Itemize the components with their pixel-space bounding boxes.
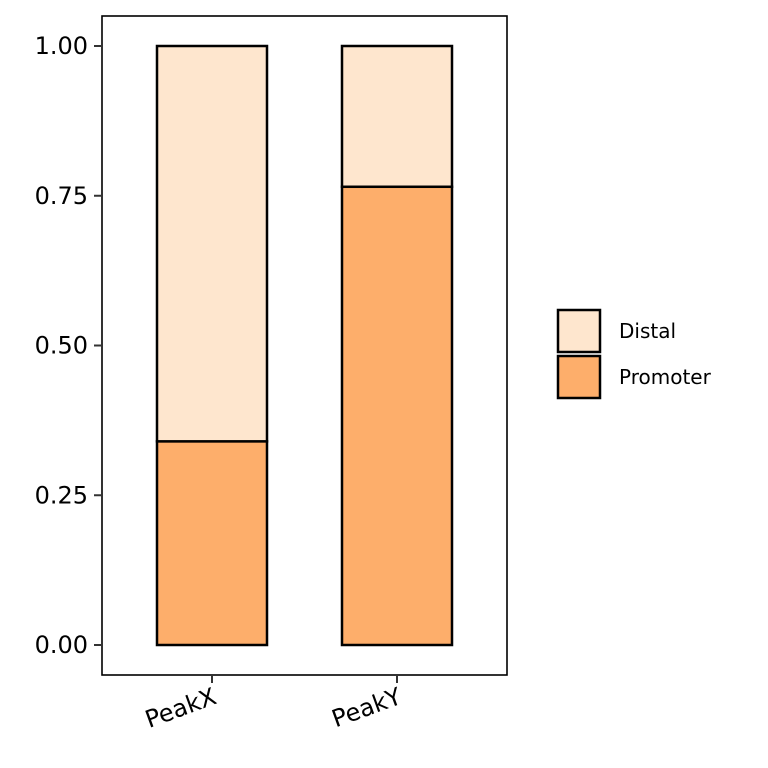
legend-key-promoter [556,354,602,400]
y-tick-label: 0.75 [35,182,88,210]
y-tick-label: 0.50 [35,332,88,360]
legend-key-distal [556,308,602,354]
bar-peaky-distal [340,44,454,189]
legend: Distal Promoter [556,308,712,400]
bar-peakx-promoter [155,440,269,647]
bar-peaky-promoter [340,185,454,647]
y-axis: 0.00 0.25 0.50 0.75 1.00 [35,32,102,659]
bar-peakx-distal [155,44,269,443]
legend-label-distal: Distal [619,319,676,343]
y-tick-label: 0.25 [35,481,88,509]
bars-group [155,44,454,647]
x-axis: PeakX PeakY [141,675,405,734]
x-tick-label: PeakY [328,682,405,733]
legend-label-promoter: Promoter [619,365,712,389]
y-tick-label: 0.00 [35,631,88,659]
y-tick-label: 1.00 [35,32,88,60]
x-tick-label: PeakX [141,682,220,733]
